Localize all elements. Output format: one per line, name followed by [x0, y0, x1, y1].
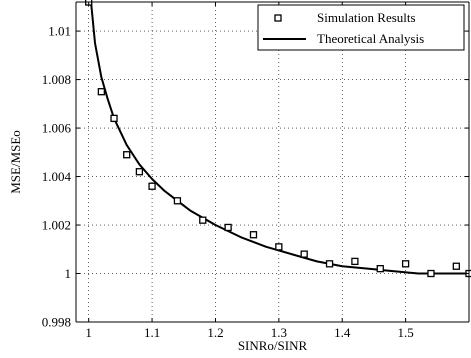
- y-tick-label: 0.998: [42, 315, 71, 330]
- axes: [75, 1, 470, 323]
- simulation-marker: [97, 88, 106, 96]
- y-axis-label: MSE/MSEo: [8, 130, 23, 194]
- y-tick-label: 1.006: [42, 121, 72, 136]
- y-tick-label: 1.01: [48, 24, 71, 39]
- legend: Simulation Results Theoretical Analysis: [257, 4, 465, 51]
- simulation-marker: [351, 257, 359, 266]
- tick-labels: 1 1.1 1.2 1.3 1.4 1.5 0.998 1 1.002 1.004 1.006 1.0…: [42, 24, 414, 340]
- x-axis-label: SINRo/SINR: [238, 338, 308, 353]
- simulation-marker: [224, 223, 232, 232]
- simulation-marker: [110, 114, 118, 123]
- legend-label-simulation: Simulation Results: [317, 10, 416, 25]
- x-tick-label: 1.3: [271, 325, 287, 340]
- simulation-marker: [401, 260, 410, 268]
- x-tick-label: 1.5: [397, 325, 413, 340]
- legend-box: [257, 4, 465, 51]
- x-tick-label: 1: [85, 325, 92, 340]
- y-tick-label: 1.002: [42, 218, 71, 233]
- simulation-marker: [173, 197, 182, 205]
- x-tick-label: 1.4: [334, 325, 351, 340]
- simulation-marker: [452, 262, 460, 270]
- x-tick-label: 1.2: [207, 325, 223, 340]
- simulation-marker: [427, 269, 435, 278]
- simulation-marker: [199, 216, 207, 224]
- simulation-marker: [325, 260, 334, 268]
- legend-square-marker-icon: [274, 14, 282, 22]
- y-tick-label: 1.004: [42, 169, 72, 184]
- simulation-marker: [300, 250, 308, 258]
- simulation-marker: [135, 168, 144, 176]
- simulation-marker: [249, 231, 258, 239]
- y-tick-label: 1.008: [42, 72, 71, 87]
- legend-label-theoretical: Theoretical Analysis: [317, 31, 424, 46]
- simulation-marker: [123, 151, 131, 159]
- simulation-marker: [148, 182, 156, 190]
- y-tick-label: 1: [65, 266, 72, 281]
- simulation-marker: [376, 265, 384, 273]
- simulation-marker: [275, 243, 283, 251]
- x-tick-label: 1.1: [144, 325, 160, 340]
